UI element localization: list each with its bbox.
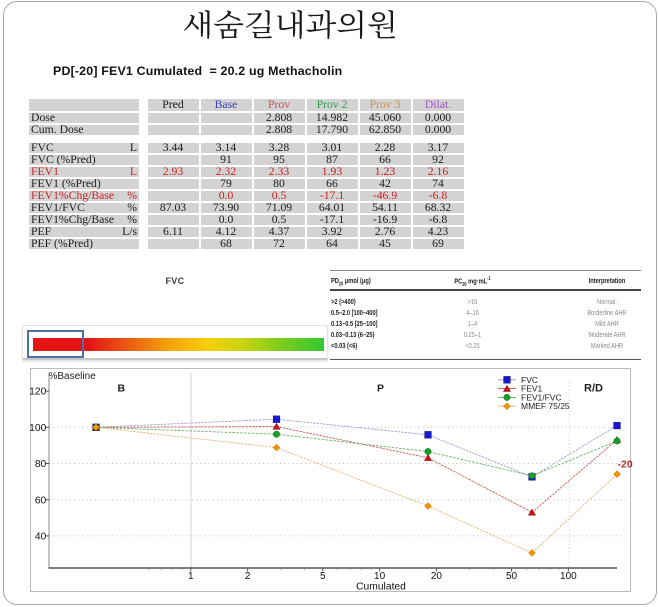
svg-text:Cumulated: Cumulated: [356, 582, 406, 593]
svg-text:10: 10: [374, 571, 386, 582]
svg-text:FEV1: FEV1: [521, 384, 543, 394]
svg-text:B: B: [118, 383, 126, 395]
svg-text:P: P: [377, 382, 384, 394]
svg-text:FVC: FVC: [521, 375, 538, 385]
svg-text:-20: -20: [618, 459, 633, 471]
svg-text:120: 120: [29, 387, 46, 398]
svg-text:40: 40: [35, 532, 47, 543]
svg-text:R/D: R/D: [584, 383, 603, 395]
svg-text:5: 5: [320, 571, 326, 582]
svg-text:%Baseline: %Baseline: [49, 371, 97, 382]
svg-text:20: 20: [431, 571, 443, 582]
svg-text:1: 1: [188, 571, 194, 582]
svg-text:100: 100: [29, 423, 46, 434]
svg-text:50: 50: [506, 571, 518, 582]
svg-text:100: 100: [560, 571, 577, 582]
svg-text:2: 2: [245, 571, 251, 582]
svg-text:80: 80: [35, 459, 47, 470]
svg-text:MMEF 75/25: MMEF 75/25: [521, 401, 570, 411]
svg-text:60: 60: [35, 495, 47, 506]
svg-text:FEV1/FVC: FEV1/FVC: [521, 392, 562, 402]
